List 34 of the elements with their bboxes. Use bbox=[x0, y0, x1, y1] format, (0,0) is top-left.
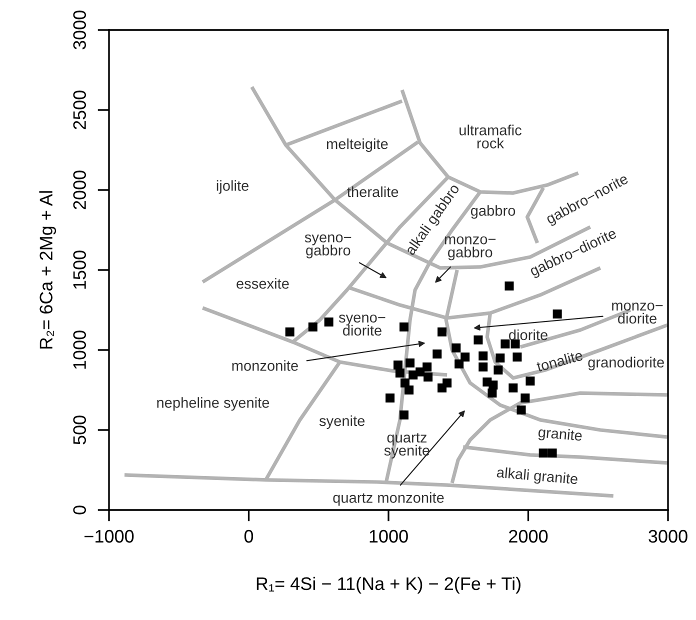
annotation: granite bbox=[538, 426, 582, 444]
annotation: essexite bbox=[236, 278, 289, 289]
x-tick-label: −1000 bbox=[84, 530, 134, 543]
annotation: tonalite bbox=[536, 350, 584, 372]
annotation: syenite bbox=[319, 415, 365, 429]
x-tick-label: 1000 bbox=[370, 530, 408, 543]
annotation: ultramafic rock bbox=[460, 124, 522, 148]
annotation: syeno− gabbro bbox=[304, 234, 352, 258]
y-tick-label: 0 bbox=[73, 506, 86, 514]
annotation: gabbro bbox=[470, 205, 516, 219]
annotation: syeno− diorite bbox=[338, 314, 386, 336]
annotation: melteigite bbox=[326, 138, 388, 152]
annotation: theralite bbox=[347, 186, 398, 198]
annotation: alkali granite bbox=[496, 466, 578, 488]
annotation: ijolite bbox=[216, 180, 249, 194]
annotation: granodiorite bbox=[588, 356, 664, 370]
annotation: quartz syenite bbox=[384, 433, 430, 459]
y-tick-label: 3000 bbox=[73, 10, 86, 50]
y-tick-label: 500 bbox=[73, 416, 86, 444]
y-tick-label: 1500 bbox=[73, 250, 86, 289]
x-tick-label: 3000 bbox=[648, 530, 688, 543]
x-tick-label: 0 bbox=[244, 530, 254, 543]
y-tick-label: 1000 bbox=[73, 330, 86, 369]
y-tick-label: 2000 bbox=[73, 170, 86, 210]
annotation: monzonite bbox=[232, 360, 298, 371]
annotation: monzo− diorite bbox=[612, 302, 663, 324]
annotation: quartz monzonite bbox=[333, 492, 444, 506]
x-tick-label: 2000 bbox=[509, 530, 548, 543]
annotation: nepheline syenite bbox=[157, 397, 270, 411]
y-axis-title: R₂= 6Ca + 2Mg + Al bbox=[39, 191, 56, 349]
x-axis-title: R₁= 4Si − 11(Na + K) − 2(Fe + Ti) bbox=[256, 576, 520, 594]
annotation: diorite bbox=[509, 329, 548, 340]
y-tick-label: 2500 bbox=[73, 90, 86, 130]
annotation: monzo− gabbro bbox=[444, 236, 496, 260]
